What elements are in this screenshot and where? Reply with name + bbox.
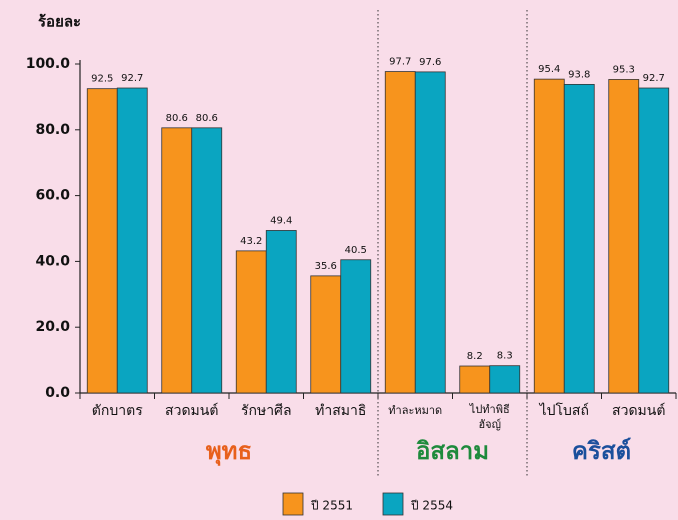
value-label: 92.7 xyxy=(121,73,143,84)
value-label: 49.4 xyxy=(270,215,292,226)
bar xyxy=(86,88,118,394)
y-tick-label: 40.0 xyxy=(35,253,70,269)
x-tick-label: ทำละหมาด xyxy=(388,404,442,417)
value-label: 92.5 xyxy=(91,74,113,85)
value-label: 80.6 xyxy=(196,113,218,124)
bar xyxy=(459,365,491,394)
value-label: 92.7 xyxy=(643,73,665,84)
y-tick-label: 80.0 xyxy=(35,122,70,138)
group-label: พุทธ xyxy=(206,437,252,467)
y-tick-label: 100.0 xyxy=(26,56,71,72)
legend-swatch xyxy=(282,492,304,516)
value-label: 80.6 xyxy=(166,113,188,124)
x-tick-label: สวดมนต์ xyxy=(165,402,218,419)
legend-label: ปี 2551 xyxy=(310,499,353,513)
value-label: 43.2 xyxy=(240,236,262,247)
value-label: 8.2 xyxy=(467,351,483,362)
y-tick-label: 60.0 xyxy=(35,188,70,204)
x-tick-label: สวดมนต์ xyxy=(612,402,665,419)
x-tick-label: ทำสมาธิ xyxy=(315,403,366,419)
value-label: 97.6 xyxy=(419,57,441,68)
group-label: อิสลาม xyxy=(416,437,489,465)
y-axis-label: ร้อยละ xyxy=(38,13,81,31)
value-label: 40.5 xyxy=(345,245,367,256)
x-tick-label: ตักบาตร xyxy=(92,403,143,419)
value-label: 93.8 xyxy=(568,69,590,80)
x-tick-label: รักษาศีล xyxy=(241,403,292,419)
legend-swatch xyxy=(382,492,404,516)
x-tick-label: ไปทำพิธี xyxy=(469,403,510,416)
group-label: คริสต์ xyxy=(572,437,631,465)
bar xyxy=(533,78,565,394)
bar xyxy=(191,127,223,394)
bar xyxy=(161,127,193,394)
y-tick-label: 0.0 xyxy=(45,385,70,401)
bar xyxy=(116,87,148,394)
bar xyxy=(384,71,416,394)
value-label: 97.7 xyxy=(389,57,411,68)
bar xyxy=(340,259,372,394)
bar xyxy=(489,365,521,394)
bar xyxy=(235,250,267,394)
bar xyxy=(265,230,297,394)
legend-label: ปี 2554 xyxy=(410,499,453,513)
bar xyxy=(310,275,342,394)
bar xyxy=(414,71,446,394)
bar xyxy=(563,83,595,394)
value-label: 35.6 xyxy=(315,261,337,272)
bar xyxy=(638,87,670,394)
value-label: 95.4 xyxy=(538,64,560,75)
x-tick-label: ไปโบสถ์ xyxy=(539,402,589,419)
x-tick-label: ฮัจญ์ xyxy=(478,418,501,431)
value-label: 95.3 xyxy=(613,64,635,75)
y-tick-label: 20.0 xyxy=(35,319,70,335)
value-label: 8.3 xyxy=(497,351,513,362)
bar xyxy=(608,79,640,394)
